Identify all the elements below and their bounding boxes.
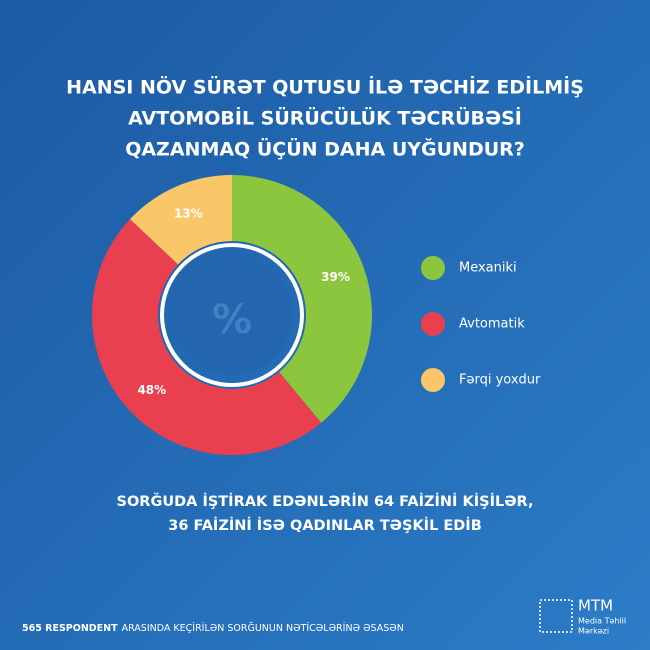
title-line: AVTOMOBİL SÜRÜCÜLÜK TƏCRÜBƏSİ bbox=[128, 106, 522, 130]
note-line: 36 FAİZİNİ İSƏ QADINLAR TƏŞKİL EDİB bbox=[168, 517, 482, 534]
logo-line: Mərkəzi bbox=[578, 627, 609, 636]
logo-icon bbox=[539, 599, 573, 633]
legend-label: Avtomatik bbox=[459, 317, 525, 332]
logo-line: Media Təhlil bbox=[578, 617, 626, 626]
source-rest: ARASINDA KEÇİRİLƏN SORĞUNUN NƏTİCƏLƏRİNƏ… bbox=[122, 622, 404, 634]
title-line: QAZANMAQ ÜÇÜN DAHA UYĞUNDUR? bbox=[125, 137, 525, 161]
donut-segment bbox=[91, 219, 322, 456]
note-line: SORĞUDA İŞTİRAK EDƏNLƏRİN 64 FAİZİNİ KİŞ… bbox=[117, 492, 534, 510]
center-disc bbox=[172, 255, 292, 375]
legend-swatch bbox=[421, 312, 445, 336]
value-label: 13% bbox=[174, 207, 203, 221]
source-bold: 565 RESPONDENT bbox=[22, 623, 118, 634]
center-symbol: % bbox=[212, 297, 252, 343]
value-label: 39% bbox=[321, 270, 350, 284]
value-label: 48% bbox=[137, 383, 166, 397]
inner-ring bbox=[160, 243, 304, 387]
logo: MTM Media Təhlil Mərkəzi bbox=[539, 597, 626, 636]
legend-swatch bbox=[421, 368, 445, 392]
donut-segment bbox=[232, 175, 372, 423]
title-line: HANSI NÖV SÜRƏT QUTUSU İLƏ TƏCHİZ EDİLMİ… bbox=[66, 75, 584, 99]
legend-label: Fərqi yoxdur bbox=[459, 373, 541, 388]
logo-name: MTM bbox=[578, 597, 613, 615]
source-note: 565 RESPONDENT ARASINDA KEÇİRİLƏN SORĞUNU… bbox=[22, 622, 404, 634]
legend-swatch bbox=[421, 256, 445, 280]
legend-label: Mexaniki bbox=[459, 261, 517, 276]
donut-segment bbox=[129, 175, 232, 265]
